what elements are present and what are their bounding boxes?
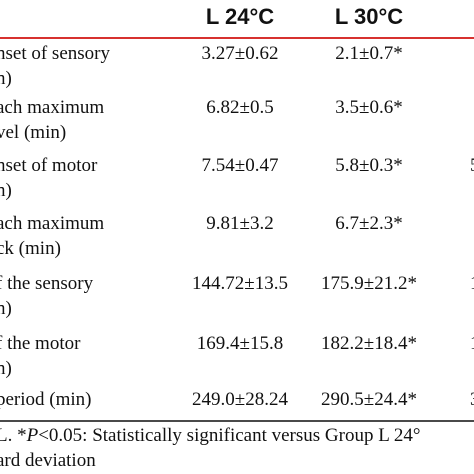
footnote-p-symbol: P [26,425,39,446]
cell-l30: 175.9±21.2* [321,273,417,294]
cell-cropped-next-column: 19 [470,332,474,356]
cell-l24: 144.72±13.5 [192,273,288,294]
footnote-prefix: L. * [0,425,27,446]
row-label-line: n) [0,68,12,89]
cell-l30: 5.8±0.3* [335,155,403,176]
row-label-line: f the sensory [0,273,94,294]
row-label-line: f the motor [0,333,81,354]
footnote-line-1: L. *P<0.05: Statistically significant ve… [0,424,420,448]
cell-l30: 182.2±18.4* [321,333,417,354]
row-label-line: ach maximum [0,213,105,234]
row-label-line: n) [0,298,12,319]
row-label-line: nset of sensory [0,43,110,64]
cell-cropped-next-column: 30 [470,388,474,412]
column-header-l30: L 30°C [334,4,404,29]
cell-l30: 3.5±0.6* [335,97,403,118]
row-label-line: ach maximum [0,97,105,118]
cell-l24: 6.82±0.5 [206,97,274,118]
footnote-significance-text: <0.05: Statistically significant versus … [38,425,421,446]
cell-l24: 3.27±0.62 [201,43,279,64]
cell-l24: 249.0±28.24 [192,389,288,410]
row-label-line: ck (min) [0,238,61,259]
cell-l30: 290.5±24.4* [321,389,417,410]
row-label-line: n) [0,358,12,379]
cell-cropped-next-column: 1 [470,272,474,296]
cell-l24: 7.54±0.47 [201,155,279,176]
footnote-line-2: ard deviation [0,450,96,471]
cell-cropped-next-column: 5 [470,154,474,178]
cell-l30: 2.1±0.7* [335,43,403,64]
header-rule [0,37,474,39]
cell-l24: 9.81±3.2 [206,213,274,234]
cell-l30: 6.7±2.3* [335,213,403,234]
table-bottom-rule [0,420,474,422]
column-header-l24: L 24°C [205,4,275,29]
row-label-line: n) [0,180,12,201]
row-label-line: vel (min) [0,122,67,143]
cell-l24: 169.4±15.8 [196,333,284,354]
row-label-line: nset of motor [0,155,98,176]
row-label-line: period (min) [0,389,92,410]
